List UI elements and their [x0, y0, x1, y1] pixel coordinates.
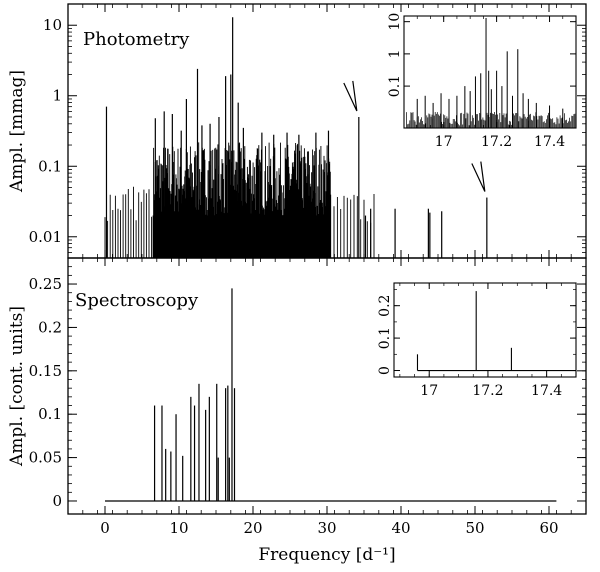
spectroscopy-inset-y-tick-label: 0 — [377, 366, 393, 375]
frequency-tick-label: 60 — [539, 519, 558, 537]
spectroscopy-y-tick-label: 0.1 — [38, 405, 62, 423]
spectroscopy-inset: 17 17.2 17.4 0 0.1 0.2 — [377, 282, 577, 399]
spectroscopy-inset-y-tick-label: 0.2 — [377, 295, 393, 317]
photometry-y-axis-title: Ampl. [mmag] — [7, 70, 27, 193]
frequency-tick-label: 20 — [243, 519, 262, 537]
photometry-y-tick-label: 1 — [52, 87, 62, 105]
photometry-inset-x-tick-label: 17 — [435, 134, 453, 150]
frequency-tick-label: 50 — [465, 519, 484, 537]
spectroscopy-inset-frame — [393, 282, 577, 378]
harmonic-arrow-marker — [343, 80, 358, 112]
photometry-inset-x-tick-label: 17.4 — [534, 134, 565, 150]
spectroscopy-y-tick-label: 0 — [52, 492, 62, 510]
photometry-y-tick-label: 0.01 — [29, 228, 62, 246]
photometry-noise-spectrum — [104, 142, 375, 258]
photometry-inset-y-tick-label: 10 — [387, 13, 403, 31]
frequency-tick-label: 10 — [169, 519, 188, 537]
photometry-inset-frame — [403, 15, 577, 129]
spectroscopy-inset-x-tick-label: 17.4 — [531, 383, 562, 399]
spectroscopy-y-tick-label: 0.25 — [29, 275, 62, 293]
photometry-y-tick-label: 10 — [43, 16, 62, 34]
photometry-panel: 0.01 0.1 1 10 17 17.2 17.4 0.1 1 10 — [29, 4, 587, 258]
photometry-inset: 17 17.2 17.4 0.1 1 10 — [387, 13, 577, 150]
spectroscopy-y-tick-label: 0.05 — [29, 449, 62, 467]
photometry-y-tick-label: 0.1 — [38, 157, 62, 175]
spectroscopy-inset-x-tick-label: 17 — [420, 383, 438, 399]
spectroscopy-inset-y-tick-label: 0.1 — [377, 327, 393, 349]
photometry-inset-noise — [406, 111, 576, 128]
frequency-tick-label: 40 — [391, 519, 410, 537]
spectroscopy-y-tick-label: 0.15 — [29, 362, 62, 380]
harmonic-arrow-marker — [471, 161, 486, 192]
photometry-inset-y-tick-label: 0.1 — [387, 75, 403, 97]
photometry-title: Photometry — [83, 29, 190, 50]
photometry-inset-y-tick-label: 1 — [387, 49, 403, 58]
spectroscopy-y-tick-label: 0.2 — [38, 318, 62, 336]
spectroscopy-inset-x-tick-label: 17.2 — [472, 383, 503, 399]
spectroscopy-y-axis-title: Ampl. [cont. units] — [7, 306, 27, 467]
frequency-tick-label: 30 — [317, 519, 336, 537]
frequency-axis-title: Frequency [d⁻¹] — [258, 545, 395, 565]
photometry-inset-x-tick-label: 17.2 — [481, 134, 512, 150]
frequency-tick-label: 0 — [100, 519, 110, 537]
spectroscopy-title: Spectroscopy — [75, 290, 199, 311]
